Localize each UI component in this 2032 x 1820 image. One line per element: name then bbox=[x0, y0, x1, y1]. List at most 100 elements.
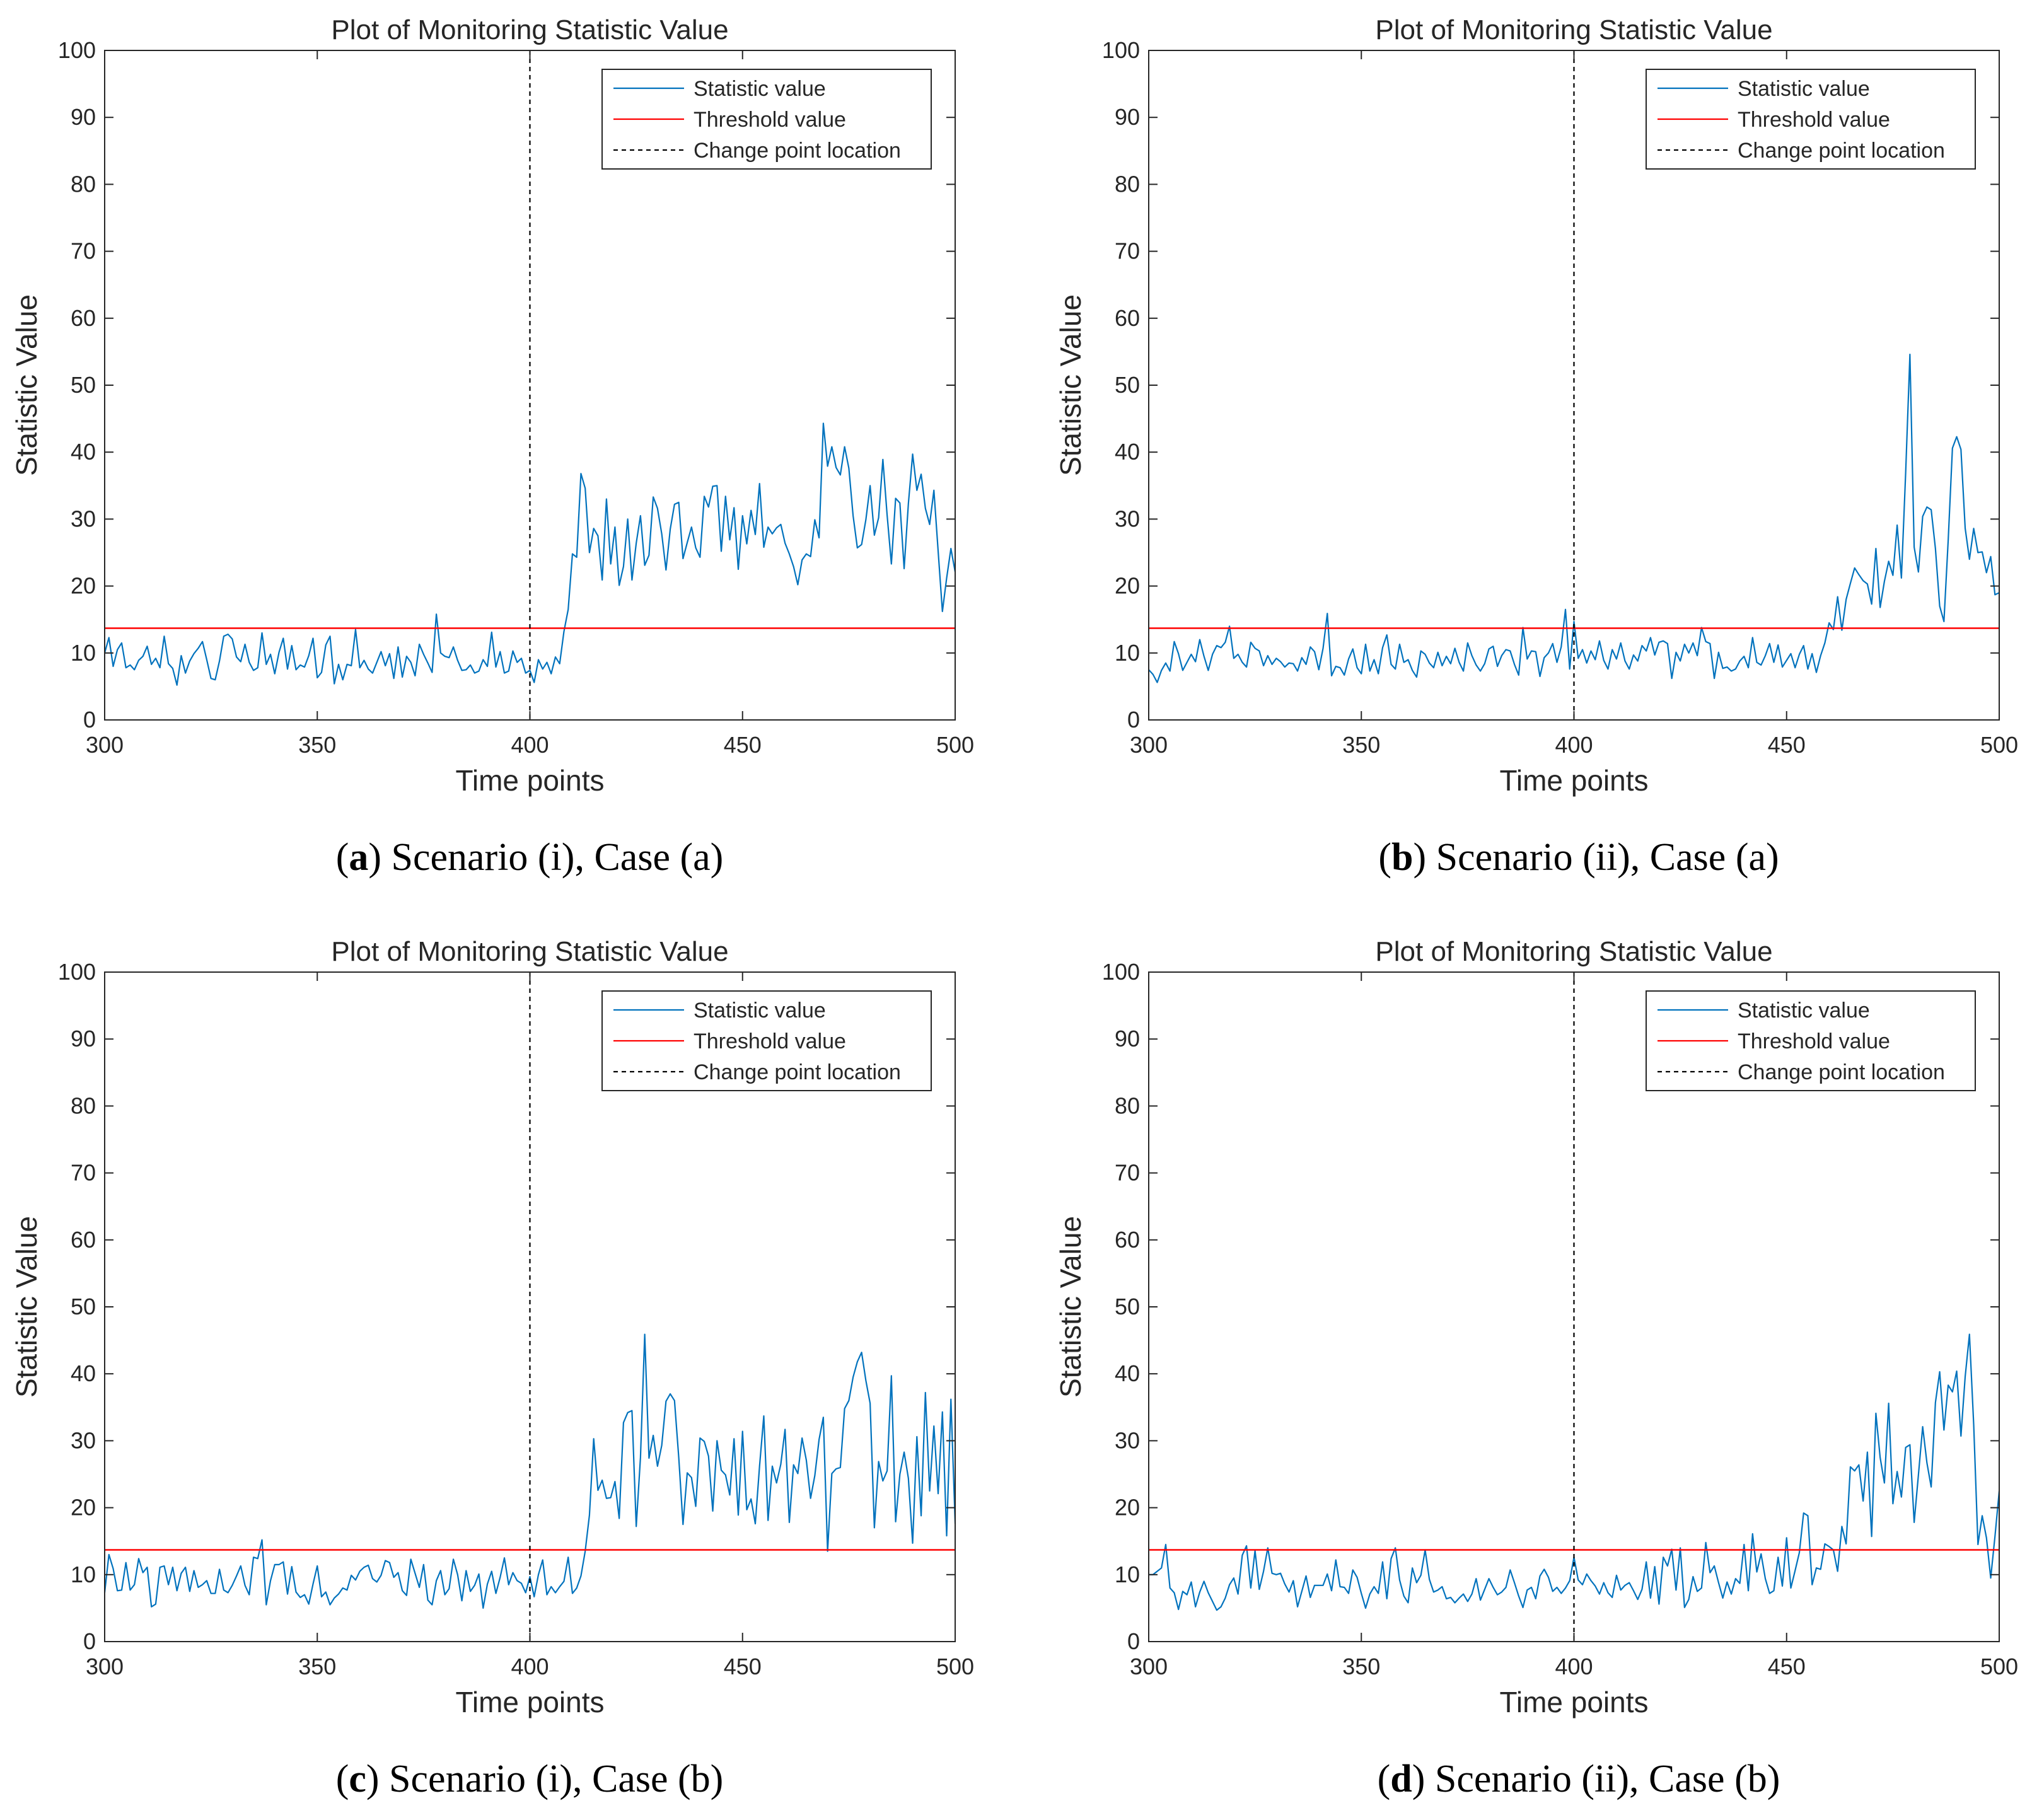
caption-paren-open: ( bbox=[336, 836, 349, 879]
panel-caption: (c) Scenario (i), Case (b) bbox=[336, 1758, 724, 1800]
chart-panel-b: 300 350 400 450 500 0 10 20 30 40 50 60 70 80 90 100 Plo… bbox=[1054, 14, 2018, 797]
x-tick-label: 400 bbox=[1555, 1654, 1593, 1679]
x-tick-label: 350 bbox=[298, 732, 336, 758]
y-tick-label: 40 bbox=[1115, 439, 1140, 465]
chart-panel-c: 300 350 400 450 500 0 10 20 30 40 50 60 70 80 90 100 Plo… bbox=[10, 936, 974, 1719]
y-axis-label: Statistic Value bbox=[1054, 294, 1087, 476]
caption-text: Scenario (i), Case (a) bbox=[381, 836, 723, 879]
x-tick-label: 400 bbox=[511, 732, 549, 758]
chart-title: Plot of Monitoring Statistic Value bbox=[1375, 14, 1772, 45]
y-tick-label: 90 bbox=[71, 1026, 96, 1052]
y-tick-label: 100 bbox=[1102, 959, 1140, 985]
panel-caption: (b) Scenario (ii), Case (a) bbox=[1378, 836, 1779, 879]
caption-letter: d bbox=[1390, 1758, 1412, 1800]
y-tick-label: 70 bbox=[71, 238, 96, 264]
x-tick-label: 300 bbox=[1130, 732, 1168, 758]
y-tick-label: 0 bbox=[1127, 1628, 1140, 1654]
legend-entry: Change point location bbox=[1738, 139, 1945, 163]
legend-entry: Threshold value bbox=[1738, 1029, 1890, 1053]
x-tick-label: 400 bbox=[511, 1654, 549, 1679]
y-tick-label: 80 bbox=[1115, 171, 1140, 197]
y-tick-label: 70 bbox=[1115, 238, 1140, 264]
y-tick-label: 10 bbox=[71, 1562, 96, 1587]
x-tick-label: 500 bbox=[1980, 732, 2018, 758]
caption-letter: a bbox=[349, 836, 368, 879]
y-tick-label: 60 bbox=[1115, 305, 1140, 331]
x-tick-label: 500 bbox=[1980, 1654, 2018, 1679]
x-tick-label: 350 bbox=[1342, 732, 1380, 758]
y-tick-label: 100 bbox=[58, 37, 96, 63]
y-tick-label: 30 bbox=[1115, 1427, 1140, 1453]
y-tick-label: 20 bbox=[1115, 573, 1140, 599]
legend-entry: Change point location bbox=[694, 139, 901, 163]
caption-text: Scenario (i), Case (b) bbox=[380, 1758, 724, 1800]
y-tick-label: 90 bbox=[71, 104, 96, 130]
legend-entry: Threshold value bbox=[1738, 108, 1890, 132]
x-axis-label: Time points bbox=[1499, 1686, 1648, 1719]
statistic-series-line bbox=[103, 1333, 956, 1609]
y-tick-label: 50 bbox=[1115, 1294, 1140, 1319]
legend-entry: Threshold value bbox=[694, 108, 846, 132]
legend-entry: Statistic value bbox=[1738, 77, 1870, 101]
caption-text: Scenario (ii), Case (b) bbox=[1425, 1758, 1780, 1800]
y-axis-label: Statistic Value bbox=[1054, 1216, 1087, 1398]
y-tick-label: 10 bbox=[1115, 640, 1140, 666]
y-tick-label: 70 bbox=[71, 1160, 96, 1186]
x-tick-label: 450 bbox=[724, 732, 762, 758]
x-tick-label: 300 bbox=[86, 1654, 124, 1679]
y-tick-label: 100 bbox=[58, 959, 96, 985]
y-tick-label: 40 bbox=[71, 1360, 96, 1386]
statistic-series-line bbox=[1148, 354, 2000, 683]
y-tick-label: 10 bbox=[1115, 1562, 1140, 1587]
x-axis-label: Time points bbox=[455, 764, 604, 797]
y-tick-label: 50 bbox=[1115, 372, 1140, 398]
x-tick-label: 450 bbox=[1768, 1654, 1806, 1679]
y-tick-label: 10 bbox=[71, 640, 96, 666]
chart-title: Plot of Monitoring Statistic Value bbox=[331, 14, 728, 45]
statistic-series-line bbox=[103, 422, 956, 686]
y-tick-label: 60 bbox=[1115, 1227, 1140, 1253]
caption-text: Scenario (ii), Case (a) bbox=[1426, 836, 1779, 879]
legend-entry: Change point location bbox=[1738, 1060, 1945, 1084]
y-tick-label: 0 bbox=[1127, 707, 1140, 733]
y-axis-label: Statistic Value bbox=[10, 1216, 43, 1398]
chart-title: Plot of Monitoring Statistic Value bbox=[1375, 936, 1772, 967]
y-tick-label: 20 bbox=[71, 573, 96, 599]
chart-panel-d: 300 350 400 450 500 0 10 20 30 40 50 60 70 80 90 100 Plo… bbox=[1054, 936, 2018, 1719]
legend: Statistic value Threshold value Change poi… bbox=[1646, 990, 1976, 1091]
x-tick-label: 300 bbox=[86, 732, 124, 758]
y-tick-label: 30 bbox=[71, 1427, 96, 1453]
chart-title: Plot of Monitoring Statistic Value bbox=[331, 936, 728, 967]
caption-paren-open: ( bbox=[336, 1758, 349, 1800]
caption-letter: b bbox=[1391, 836, 1413, 879]
y-tick-label: 50 bbox=[71, 372, 96, 398]
y-tick-label: 80 bbox=[71, 1093, 96, 1118]
x-tick-label: 350 bbox=[298, 1654, 336, 1679]
y-tick-label: 60 bbox=[71, 305, 96, 331]
y-axis-label: Statistic Value bbox=[10, 294, 43, 476]
x-tick-label: 450 bbox=[724, 1654, 762, 1679]
x-tick-label: 400 bbox=[1555, 732, 1593, 758]
x-tick-label: 500 bbox=[936, 732, 974, 758]
y-tick-label: 90 bbox=[1115, 1026, 1140, 1052]
panel-caption: (a) Scenario (i), Case (a) bbox=[336, 836, 724, 879]
y-tick-label: 30 bbox=[1115, 506, 1140, 531]
legend: Statistic value Threshold value Change poi… bbox=[601, 990, 932, 1091]
y-tick-label: 80 bbox=[1115, 1093, 1140, 1118]
y-tick-label: 40 bbox=[71, 439, 96, 465]
y-tick-label: 90 bbox=[1115, 104, 1140, 130]
x-tick-label: 500 bbox=[936, 1654, 974, 1679]
legend: Statistic value Threshold value Change poi… bbox=[601, 69, 932, 170]
legend-entry: Statistic value bbox=[694, 77, 826, 101]
y-tick-label: 80 bbox=[71, 171, 96, 197]
caption-paren-close: ) bbox=[368, 836, 381, 879]
y-tick-label: 70 bbox=[1115, 1160, 1140, 1186]
y-tick-label: 20 bbox=[71, 1495, 96, 1521]
chart-panel-a: 300 350 400 450 500 0 10 20 30 40 50 60 70 80 90 100 Plo… bbox=[10, 14, 974, 797]
y-tick-label: 60 bbox=[71, 1227, 96, 1253]
legend: Statistic value Threshold value Change poi… bbox=[1646, 69, 1976, 170]
caption-paren-open: ( bbox=[1378, 836, 1391, 879]
y-tick-label: 20 bbox=[1115, 1495, 1140, 1521]
x-tick-label: 450 bbox=[1768, 732, 1806, 758]
y-tick-label: 50 bbox=[71, 1294, 96, 1319]
